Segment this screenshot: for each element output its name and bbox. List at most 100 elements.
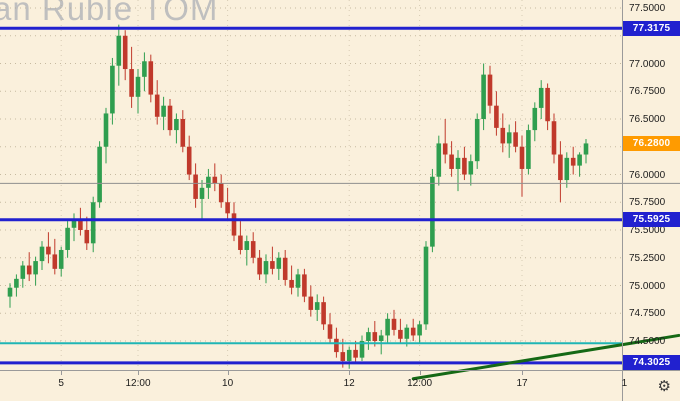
- price-tick-label: 75.2500: [629, 252, 666, 264]
- candle-body: [167, 105, 173, 131]
- candle-body: [257, 257, 262, 275]
- candle-body: [212, 176, 218, 184]
- candle-body: [391, 318, 397, 330]
- candle-body: [186, 146, 192, 175]
- candle-body: [46, 246, 51, 255]
- time-tick-label: 12: [343, 378, 355, 389]
- candle-body: [20, 265, 26, 279]
- price-level-badge: 74.3025: [623, 355, 680, 371]
- candle-body: [474, 119, 480, 162]
- candle-body: [52, 254, 58, 269]
- settings-gear-icon[interactable]: ⚙: [657, 377, 671, 395]
- candle-body: [558, 154, 563, 181]
- time-tickmark: [349, 371, 351, 375]
- candle-body: [308, 296, 314, 310]
- candle-body: [462, 157, 467, 175]
- price-tick-label: 74.5000: [629, 336, 666, 347]
- candle-body: [423, 246, 429, 325]
- candle-body: [58, 249, 64, 269]
- candle-body: [385, 318, 390, 336]
- candle-body: [449, 154, 454, 169]
- candle-body: [372, 332, 378, 341]
- price-tick-label: 74.7500: [629, 308, 666, 320]
- time-tick-label: 17: [516, 378, 528, 389]
- candle-body: [366, 332, 371, 341]
- axis-corner: ⚙: [623, 371, 680, 401]
- candle-body: [276, 257, 282, 269]
- candle-body: [538, 87, 544, 108]
- candle-body: [417, 324, 422, 336]
- price-tick-label: 77.5000: [629, 3, 666, 14]
- candle-body: [577, 154, 582, 166]
- candle-body: [33, 261, 38, 275]
- candle-body: [410, 327, 416, 336]
- candle-body: [442, 143, 448, 155]
- candle-body: [116, 35, 122, 66]
- candle-body: [430, 176, 435, 247]
- candle-body: [122, 35, 128, 70]
- price-tick-label: 77.0000: [629, 58, 666, 70]
- candle-body: [346, 349, 352, 361]
- candle-body: [84, 230, 90, 244]
- time-tick-label: 1: [621, 378, 628, 389]
- time-tickmark: [522, 371, 523, 375]
- candle-body: [314, 302, 320, 310]
- price-tick-label: 75.5000: [629, 225, 666, 236]
- price-level-badge: 77.3175: [623, 20, 680, 36]
- time-tickmark: [138, 371, 139, 375]
- candle-body: [506, 132, 512, 144]
- candle-body: [378, 335, 384, 341]
- price-axis[interactable]: 77.5000 77.0000 76.7500 76.5000 76.0000 75.75…: [623, 0, 680, 371]
- time-tick-label: 10: [222, 378, 234, 389]
- candle-body: [398, 329, 403, 339]
- candle-body: [244, 241, 250, 250]
- candle-body: [65, 227, 70, 250]
- price-level-badge: 75.5925: [623, 212, 680, 228]
- candle-body: [206, 176, 211, 188]
- candle-body: [110, 65, 115, 114]
- price-tick-label: 76.5000: [629, 114, 666, 125]
- candle-body: [135, 76, 141, 97]
- time-tick-label: 12:00: [407, 378, 433, 389]
- trend-line[interactable]: [411, 333, 680, 381]
- candle-body: [289, 279, 294, 288]
- candle-body: [103, 113, 109, 147]
- candle-body: [225, 202, 230, 214]
- time-axis-separator: [0, 370, 680, 371]
- candle-body: [71, 218, 77, 228]
- candle-body: [250, 241, 256, 258]
- time-tickmark: [419, 371, 421, 375]
- time-axis[interactable]: 5 12:00 10 12 12:00 17 1: [0, 371, 680, 401]
- candle-body: [180, 119, 186, 147]
- candle-body: [353, 349, 358, 358]
- candle-body: [500, 127, 506, 144]
- candle-body: [26, 265, 32, 275]
- candle-body: [481, 74, 486, 119]
- candle-body: [487, 74, 493, 106]
- candle-body: [193, 174, 198, 199]
- candle-body: [295, 274, 301, 288]
- candle-body: [404, 327, 410, 339]
- candle-body: [7, 287, 13, 297]
- candle-body: [545, 87, 550, 122]
- candle-body: [532, 107, 538, 131]
- candle-body: [564, 157, 570, 181]
- price-tick-label: 76.7500: [629, 86, 666, 98]
- candle-body: [231, 213, 237, 236]
- candle-body: [468, 161, 474, 175]
- candle-body: [154, 94, 160, 117]
- time-tick-label: 5: [58, 378, 64, 389]
- candle-body: [39, 246, 45, 262]
- candle-body: [282, 257, 288, 280]
- candle-body: [97, 146, 102, 203]
- candle-body: [513, 132, 518, 147]
- candle-body: [238, 235, 243, 250]
- candle-body: [340, 352, 346, 361]
- candle-body: [129, 69, 134, 97]
- candle-body: [14, 278, 19, 288]
- price-tick-label: 76.0000: [629, 169, 666, 181]
- time-tickmark: [227, 371, 229, 375]
- price-tick-label: 75.7500: [629, 197, 666, 209]
- candle-body: [359, 341, 365, 358]
